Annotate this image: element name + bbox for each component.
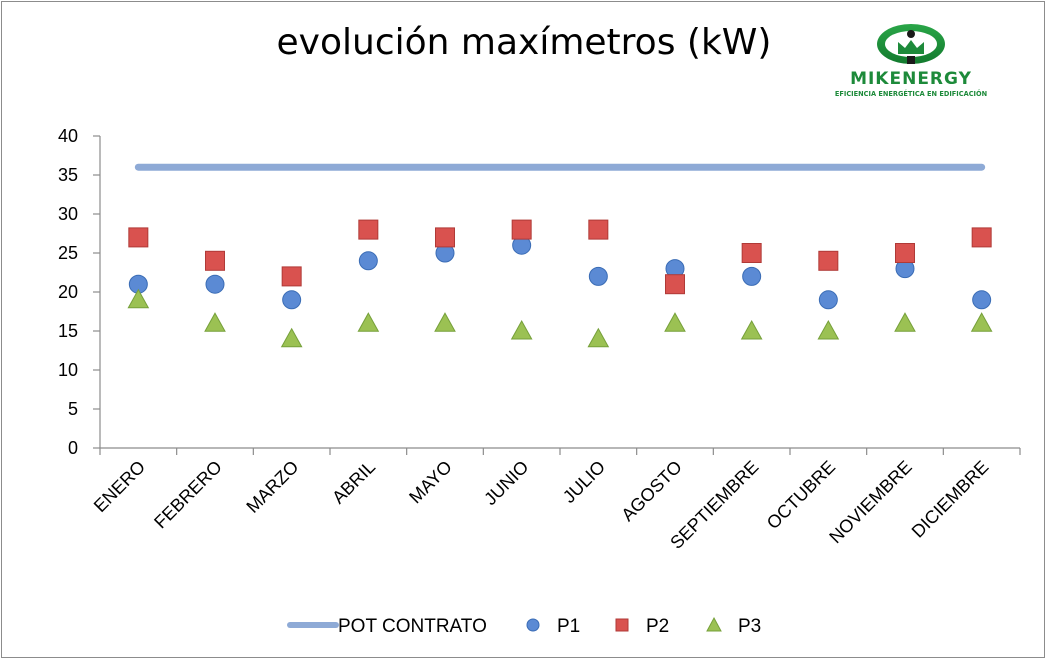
legend-swatch-p1 [526,618,540,632]
x-tick-label: ABRIL [328,457,379,508]
x-tick-label: DICIEMBRE [908,457,993,542]
p2-point [205,250,225,271]
legend-label-p3: P3 [738,616,761,637]
p2-point [128,227,149,248]
p3-point [127,288,150,309]
y-tick-label: 40 [58,126,78,146]
p1-point [282,290,302,310]
p3-point [740,319,763,340]
p2-point [435,227,455,248]
p3-point [817,319,840,340]
p3-point [970,312,993,332]
p1-point [205,274,225,294]
x-axis-ticks: ENERO FEBRERO MARZO ABRIL MAYO JUNIO JULIO AGOS… [90,448,1021,553]
y-tick-label: 35 [58,165,78,185]
series-p2 [128,219,992,295]
chart-axes [99,136,1020,449]
p3-point [357,312,380,332]
y-tick-label: 20 [58,282,78,302]
p2-point [358,219,379,240]
legend-swatch-p3 [706,616,722,632]
p2-point [895,243,915,263]
p2-point [741,243,762,263]
x-tick-label: JUNIO [480,457,532,509]
p2-point [281,266,302,287]
x-tick-label: JULIO [559,457,609,507]
logo-wordmark: MIKENERGY [850,69,972,89]
logo-tagline: EFICIENCIA ENERGÉTICA EN EDIFICACIÓN [835,89,987,98]
y-tick-label: 25 [58,243,78,263]
p3-point [664,312,686,332]
p2-point [511,219,532,240]
legend-label-p1: P1 [557,616,580,637]
p3-point [280,327,303,348]
p2-point [665,274,685,295]
p3-point [894,312,916,332]
series-p1 [128,235,992,310]
x-tick-label: MARZO [242,457,302,517]
p3-point [587,327,610,348]
series-layer [127,163,993,348]
y-tick-label: 10 [58,360,78,380]
p3-point [434,312,456,332]
legend-swatch-p2 [615,618,629,632]
p1-point [588,266,608,286]
p2-point [971,227,992,248]
y-tick-label: 30 [58,204,78,224]
p2-point [818,250,839,271]
x-tick-label: ENERO [90,457,149,516]
p3-point [510,319,533,340]
p1-point [358,251,378,271]
chart-title: evolución maxímetros (kW) [276,22,772,63]
y-tick-label: 15 [58,321,78,341]
p1-point [972,290,992,310]
y-tick-label: 5 [68,399,78,419]
x-tick-label: FEBRERO [150,457,226,533]
legend-label-pot-contrato: POT CONTRATO [338,616,487,637]
chart-legend: POT CONTRATO P1 P2 P3 [287,616,761,637]
x-tick-label: NOVIEMBRE [825,457,916,548]
legend-label-p2: P2 [646,616,669,637]
y-axis-ticks: 0 5 10 15 20 25 30 35 40 [58,126,100,458]
series-p3 [127,288,993,348]
x-tick-label: MAYO [405,457,456,508]
p3-point [204,312,226,332]
x-tick-label: AGOSTO [617,457,685,525]
p1-point [742,266,762,286]
mikenergy-logo: MIKENERGY EFICIENCIA ENERGÉTICA EN EDIFI… [806,20,1016,100]
y-tick-label: 0 [68,438,78,458]
x-tick-label: OCTUBRE [763,457,839,533]
p2-point [588,219,609,240]
p1-point [818,290,838,310]
